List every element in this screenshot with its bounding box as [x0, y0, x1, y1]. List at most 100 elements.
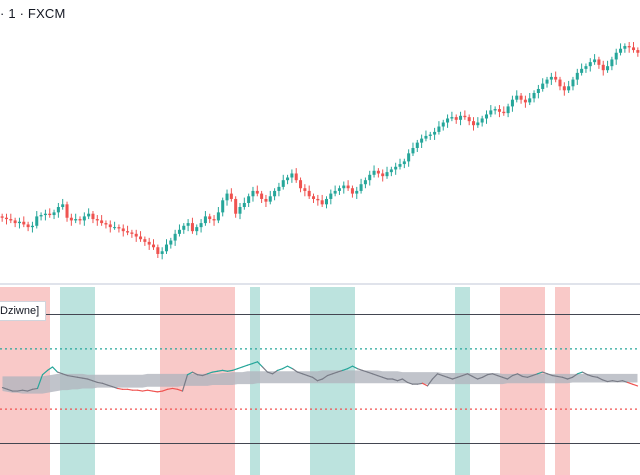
- oscillator-segment: [581, 371, 589, 376]
- candle-body: [316, 198, 320, 201]
- candle-body: [389, 169, 393, 173]
- oscillator-segment: [221, 369, 229, 372]
- candle-body: [493, 109, 497, 111]
- oscillator-segment: [391, 378, 399, 382]
- candle-body: [221, 200, 225, 213]
- oscillator-segment: [206, 371, 214, 375]
- indicator-label[interactable]: Dziwne]: [0, 301, 47, 321]
- oscillator-segment: [156, 390, 164, 393]
- oscillator-segment: [336, 369, 344, 373]
- candle-body: [238, 207, 242, 214]
- candle-body: [43, 213, 47, 216]
- oscillator-segment: [256, 361, 264, 368]
- candle-body: [515, 95, 519, 100]
- oscillator-segment: [481, 374, 489, 378]
- candle-body: [195, 227, 199, 232]
- candle-body: [199, 223, 203, 228]
- candle-body: [584, 66, 588, 69]
- oscillator-segment: [551, 374, 559, 378]
- candle-body: [614, 52, 618, 60]
- oscillator-segment: [71, 375, 79, 378]
- candle-body: [420, 138, 424, 143]
- candle-body: [143, 239, 147, 242]
- oscillator-segment: [516, 373, 524, 378]
- pane-separator[interactable]: [0, 283, 640, 285]
- oscillator-segment: [36, 374, 44, 390]
- candle-body: [636, 50, 640, 53]
- symbol-title[interactable]: · 1 · FXCM: [0, 6, 66, 21]
- oscillator-segment: [101, 382, 109, 386]
- oscillator-segment: [276, 368, 284, 372]
- candle-body: [255, 190, 259, 194]
- oscillator-segment: [141, 389, 149, 392]
- candle-body: [337, 188, 341, 191]
- oscillator-segment: [381, 376, 389, 380]
- oscillator-segment: [466, 373, 474, 378]
- indicator-pane[interactable]: Dziwne]: [0, 287, 640, 475]
- candle-body: [597, 59, 601, 65]
- oscillator-segment: [531, 373, 539, 377]
- candle-body: [56, 207, 60, 213]
- oscillator-segment: [606, 380, 614, 383]
- oscillator-segment: [46, 366, 54, 372]
- candle-body: [593, 59, 597, 63]
- oscillator-segment: [211, 370, 219, 373]
- oscillator-segment: [171, 387, 179, 390]
- candle-body: [549, 76, 553, 80]
- candle-body: [342, 185, 346, 189]
- oscillator-segment: [61, 373, 69, 377]
- oscillator-segment: [461, 373, 469, 377]
- candle-body: [484, 114, 488, 119]
- candle-body: [35, 216, 39, 226]
- candle-body: [190, 223, 194, 232]
- indicator-canvas[interactable]: [0, 287, 640, 475]
- oscillator-segment: [146, 389, 154, 392]
- oscillator-segment: [231, 368, 239, 372]
- oscillator-segment: [26, 388, 34, 392]
- candle-body: [104, 223, 108, 225]
- candle-body: [411, 147, 415, 154]
- candle-body: [558, 79, 562, 87]
- oscillator-segment: [16, 389, 24, 392]
- candle-body: [100, 220, 104, 224]
- candle-body: [312, 196, 316, 199]
- oscillator-segment: [526, 374, 534, 378]
- price-chart-pane[interactable]: · 1 · FXCM: [0, 0, 640, 280]
- oscillator-segment: [81, 377, 89, 380]
- oscillator-segment: [316, 378, 324, 382]
- candle-body: [251, 190, 255, 197]
- candle-body: [632, 47, 636, 51]
- candle-body: [623, 46, 627, 49]
- candle-body: [372, 170, 376, 175]
- oscillator-segment: [396, 378, 404, 382]
- oscillator-segment: [401, 378, 409, 384]
- oscillator-segment: [331, 371, 339, 375]
- candle-body: [554, 76, 558, 80]
- oscillator-segment: [91, 380, 99, 384]
- oscillator-segment: [306, 374, 314, 378]
- oscillator-segment: [311, 376, 319, 382]
- candle-body: [376, 170, 380, 174]
- oscillator-segment: [556, 375, 564, 378]
- oscillator-segment: [626, 381, 634, 385]
- oscillator-segment: [586, 374, 594, 378]
- candle-body: [588, 62, 592, 67]
- candle-body: [307, 190, 311, 197]
- candle-body: [450, 117, 454, 119]
- candle-body: [502, 111, 506, 114]
- oscillator-segment: [161, 388, 169, 392]
- oscillator-segment: [511, 373, 519, 377]
- oscillator-segment: [341, 368, 349, 372]
- oscillator-segment: [301, 373, 309, 377]
- oscillator-segment: [41, 369, 49, 376]
- candle-body: [601, 64, 605, 71]
- candle-body: [424, 135, 428, 139]
- oscillator-segment: [601, 379, 609, 383]
- price-chart-canvas[interactable]: [0, 0, 640, 280]
- oscillator-segment: [271, 369, 279, 375]
- candle-body: [247, 196, 251, 203]
- oscillator-segment: [451, 376, 459, 380]
- oscillator-segment: [346, 365, 354, 370]
- candle-body: [156, 247, 160, 254]
- candle-body: [273, 190, 277, 197]
